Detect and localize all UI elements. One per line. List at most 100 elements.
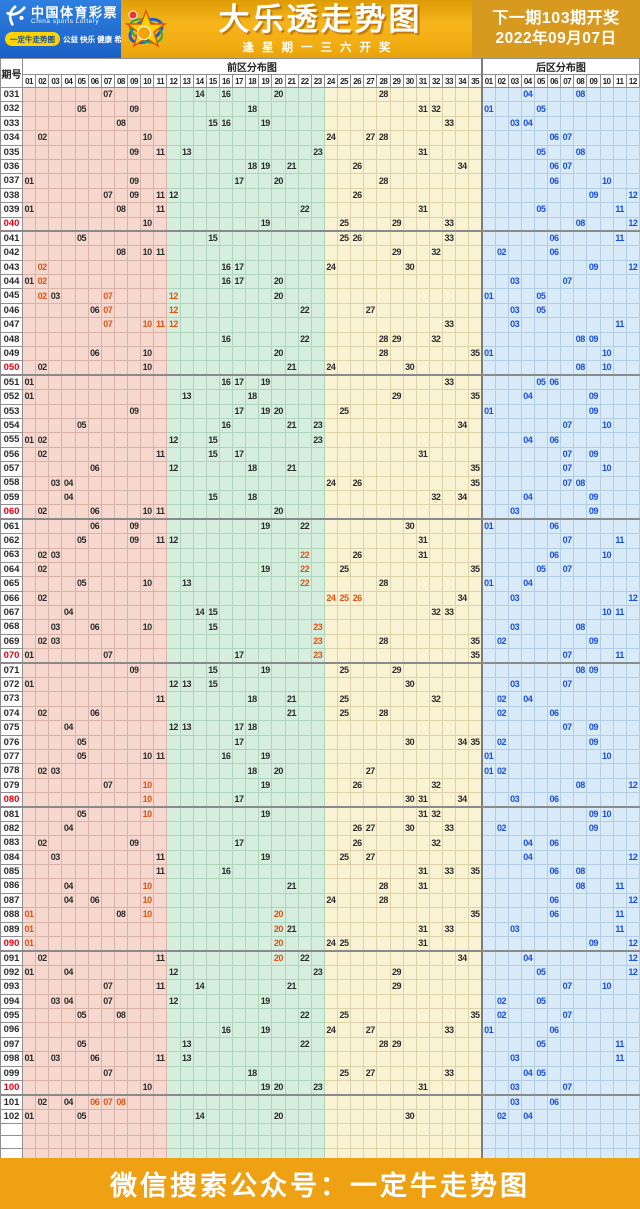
front-number-cell <box>402 590 417 607</box>
front-number-cell <box>100 504 115 521</box>
front-number-cell <box>166 1123 181 1137</box>
front-number-cell <box>179 648 194 665</box>
back-number-cell: 02 <box>494 820 509 837</box>
front-number-cell <box>140 446 155 463</box>
back-number-cell <box>546 533 562 549</box>
back-number-cell <box>612 245 627 261</box>
front-number-cell <box>415 432 430 448</box>
front-number-cell <box>140 763 155 779</box>
back-number-cell <box>586 619 601 635</box>
front-number-cell <box>415 734 430 750</box>
front-number-cell <box>376 374 391 391</box>
front-number-cell <box>271 446 286 463</box>
front-number-cell: 29 <box>389 216 404 233</box>
back-number-cell <box>507 245 522 261</box>
front-number-cell <box>192 216 207 233</box>
front-number-cell <box>205 86 220 103</box>
front-number-cell <box>468 417 483 434</box>
front-number-cell <box>140 274 155 290</box>
front-number-cell <box>441 691 457 707</box>
front-number-cell <box>323 547 339 563</box>
back-number-cell <box>520 820 535 837</box>
front-number-cell <box>245 475 260 491</box>
front-number-cell <box>428 864 444 880</box>
front-number-cell <box>61 547 76 563</box>
front-number-cell: 10 <box>140 907 155 923</box>
back-number-cell: 03 <box>507 1051 522 1067</box>
back-number-cell <box>520 187 535 204</box>
period-cell: 080 <box>0 792 23 809</box>
front-number-cell <box>350 1135 365 1149</box>
back-number-cell: 08 <box>573 619 588 635</box>
front-number-cell <box>100 633 115 650</box>
front-col-header: 13 <box>179 74 194 88</box>
back-number-cell <box>560 590 575 607</box>
front-number-cell <box>205 475 220 491</box>
front-number-cell <box>245 374 260 391</box>
back-number-cell: 09 <box>586 504 601 521</box>
front-number-cell <box>87 86 102 103</box>
front-number-cell <box>455 1108 470 1125</box>
front-number-cell: 12 <box>166 432 181 448</box>
back-number-cell <box>599 533 614 549</box>
front-number-cell <box>126 245 142 261</box>
front-number-cell <box>113 489 129 506</box>
front-number-cell <box>205 921 220 938</box>
front-number-cell <box>218 590 234 607</box>
front-number-cell <box>205 892 220 909</box>
back-number-cell <box>586 1135 601 1149</box>
back-number-cell <box>480 720 496 736</box>
front-number-cell <box>21 288 37 304</box>
back-number-cell: 08 <box>573 331 588 348</box>
front-number-cell <box>455 274 470 290</box>
front-number-cell <box>218 691 234 707</box>
period-cell: 054 <box>0 417 23 434</box>
front-number-cell <box>87 144 102 160</box>
back-number-cell <box>507 547 522 563</box>
back-number-cell <box>533 259 549 276</box>
front-number-cell <box>205 691 220 707</box>
front-number-cell <box>284 763 299 779</box>
back-number-cell <box>586 130 601 146</box>
back-number-cell <box>573 648 588 665</box>
front-number-cell <box>350 964 365 981</box>
front-number-cell <box>310 518 325 535</box>
front-number-cell <box>310 763 325 779</box>
front-number-cell <box>218 346 234 362</box>
back-number-cell <box>586 1147 601 1158</box>
front-number-cell <box>100 1007 115 1024</box>
back-number-cell <box>480 331 496 348</box>
front-number-cell <box>113 734 129 750</box>
front-number-cell <box>284 230 299 247</box>
back-number-cell: 03 <box>507 302 522 319</box>
front-number-cell <box>350 1079 365 1096</box>
back-number-cell: 05 <box>533 101 549 117</box>
front-number-cell <box>192 518 207 535</box>
front-number-cell <box>245 432 260 448</box>
front-number-cell <box>284 576 299 592</box>
draw-row: 057 06 12 18 21 35 07 10 <box>0 461 640 477</box>
front-number-cell <box>336 619 352 635</box>
front-number-cell: 09 <box>126 144 142 160</box>
front-number-cell: 13 <box>179 144 194 160</box>
front-number-cell <box>113 561 129 578</box>
front-number-cell: 26 <box>350 475 365 491</box>
back-number-cell <box>546 417 562 434</box>
front-number-cell <box>205 590 220 607</box>
front-number-cell <box>61 561 76 578</box>
back-number-cell <box>560 144 575 160</box>
front-number-cell <box>153 360 168 377</box>
front-number-cell <box>468 619 483 635</box>
back-number-cell <box>560 1022 575 1038</box>
back-number-cell <box>520 504 535 521</box>
front-number-cell <box>323 705 339 722</box>
front-number-cell <box>402 417 417 434</box>
front-number-cell <box>363 1147 378 1158</box>
front-number-cell: 05 <box>74 1108 89 1125</box>
front-number-cell <box>231 86 247 103</box>
back-number-cell <box>507 259 522 276</box>
front-number-cell <box>74 720 89 736</box>
front-number-cell <box>48 101 63 117</box>
front-number-cell <box>21 892 37 909</box>
front-number-cell <box>363 389 378 405</box>
